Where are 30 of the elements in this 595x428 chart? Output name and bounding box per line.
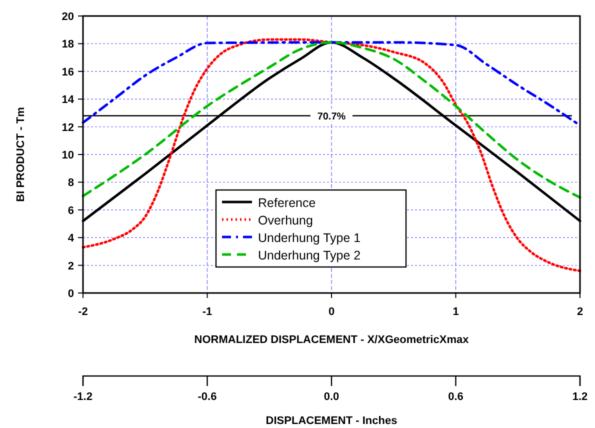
y-tick-label: 6 [68, 204, 74, 217]
x-axis-title: NORMALIZED DISPLACEMENT - X/XGeometricXmax [194, 334, 470, 346]
legend-label: Reference [258, 196, 316, 210]
x-tick-label: -1 [202, 306, 212, 318]
y-tick-label: 18 [62, 38, 74, 51]
y-tick-label: 2 [68, 260, 74, 272]
y-axis-title: BI PRODUCT - Tm [15, 106, 27, 202]
x2-axis-title: DISPLACEMENT - Inches [266, 415, 398, 427]
y-tick-label: 10 [62, 150, 74, 162]
legend-label: Underhung Type 2 [258, 248, 361, 262]
x-tick-label: 0 [328, 306, 335, 318]
x2-tick-label: -1.2 [74, 390, 92, 403]
line-series [82, 38, 582, 272]
y-tick-label: 12 [62, 122, 74, 134]
x2-tick-label: -0.6 [198, 390, 217, 403]
x-tick-label: 2 [576, 306, 584, 318]
y-tick-label: 8 [68, 177, 74, 190]
legend-label: Underhung Type 1 [258, 231, 361, 245]
y-tick-label: 0 [68, 288, 74, 300]
legend-label: Overhung [258, 214, 313, 228]
x2-tick-label: 0.0 [324, 390, 340, 403]
y-tick-label: 16 [62, 66, 74, 78]
y-tick-label: 20 [62, 11, 74, 23]
y-tick-label: 4 [68, 232, 75, 245]
y-tick-label: 14 [62, 94, 75, 106]
x2-tick-label: 0.6 [448, 390, 464, 403]
x-tick-label: 1 [452, 306, 459, 318]
x-tick-label: -2 [78, 306, 88, 318]
annotation: 70.7% [317, 112, 346, 123]
x2-tick-label: 1.2 [572, 390, 588, 403]
